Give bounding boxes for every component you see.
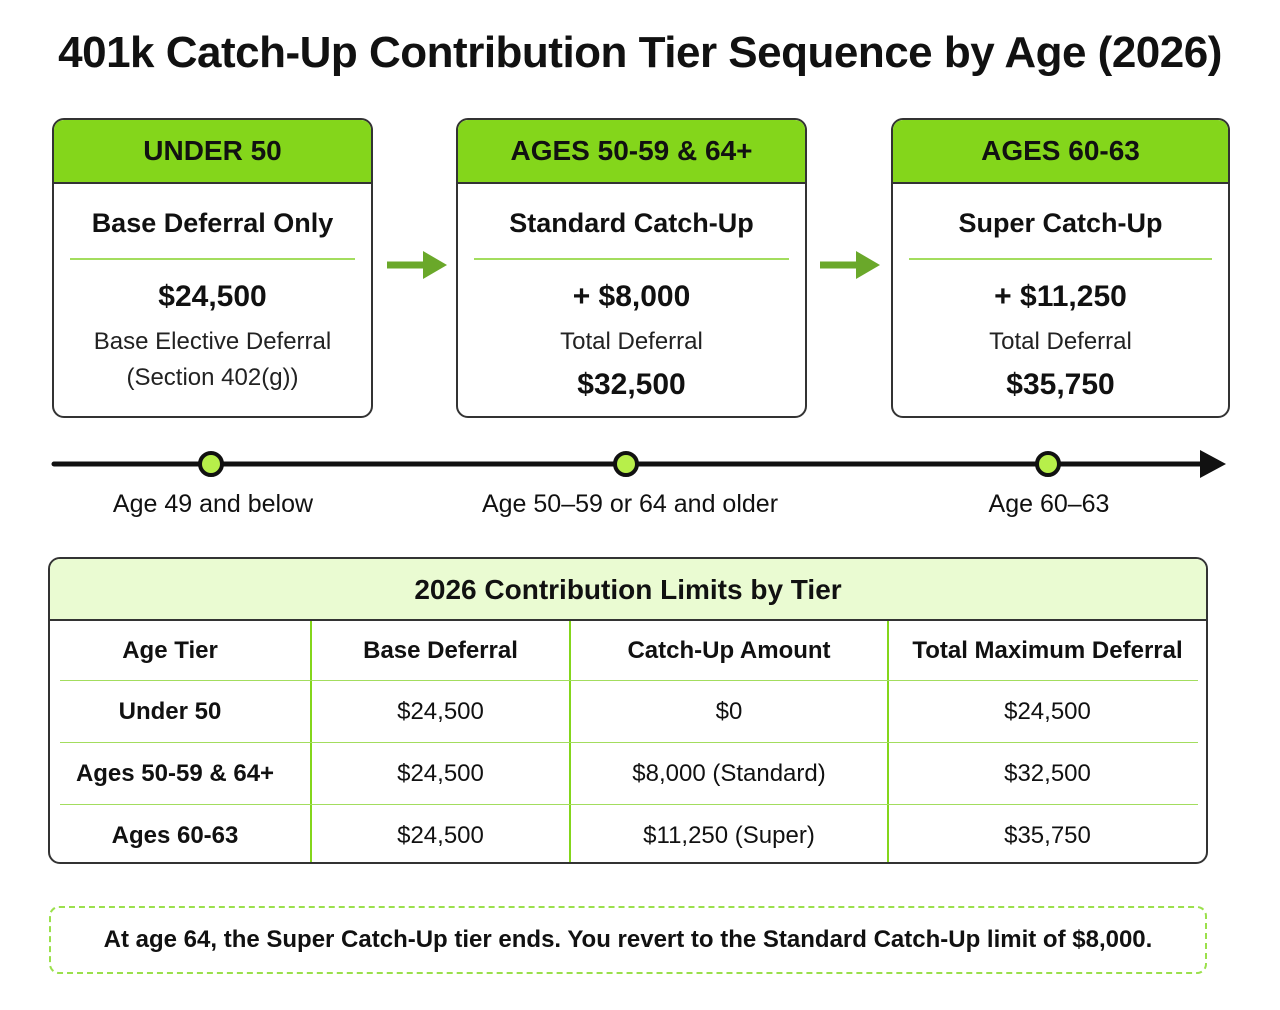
tier-card-amount: + $8,000 (572, 280, 691, 313)
tier-card-amount: + $11,250 (994, 280, 1127, 313)
right-arrow-icon (820, 251, 880, 279)
column-divider (569, 621, 571, 862)
timeline-marker (198, 451, 224, 477)
right-arrow-icon (387, 251, 447, 279)
column-divider (310, 621, 312, 862)
timeline-arrowhead (1200, 450, 1226, 478)
column-header: Catch-Up Amount (627, 637, 831, 664)
timeline-label: Age 49 and below (112, 490, 314, 518)
tier-card-caption: Total Deferral (989, 328, 1132, 355)
row-divider (60, 680, 1198, 681)
table-row: Ages 50-59 & 64+ $24,500 $8,000 (Standar… (50, 744, 1206, 804)
tier-card-subtitle: Base Deferral Only (91, 208, 334, 238)
table-cell: Under 50 (118, 698, 222, 725)
tier-card-caption-line: Base Elective Deferral (93, 328, 332, 355)
age-timeline (51, 450, 1226, 478)
table-cell: $24,500 (397, 822, 484, 849)
page-title: 401k Catch-Up Contribution Tier Sequence… (58, 28, 1222, 77)
timeline-marker (1035, 451, 1061, 477)
table-cell: $35,750 (1004, 822, 1091, 849)
table-row: Under 50 $24,500 $0 $24,500 (50, 682, 1206, 742)
timeline-label: Age 60–63 (988, 490, 1110, 518)
tier-card-under-50: UNDER 50 Base Deferral Only $24,500 Base… (52, 118, 373, 418)
timeline-marker (613, 451, 639, 477)
column-divider (887, 621, 889, 862)
table-cell: $32,500 (1004, 760, 1091, 787)
table-title: 2026 Contribution Limits by Tier (50, 559, 1206, 621)
row-divider (60, 742, 1198, 743)
table-cell: $24,500 (397, 698, 484, 725)
tier-card-total: $32,500 (577, 368, 686, 401)
tier-card-ages-50-59-64: AGES 50-59 & 64+ Standard Catch-Up + $8,… (456, 118, 807, 418)
tier-card-divider (474, 258, 789, 260)
column-header: Base Deferral (363, 637, 518, 664)
tier-card-ages-60-63: AGES 60-63 Super Catch-Up + $11,250 Tota… (891, 118, 1230, 418)
table-cell: $11,250 (Super) (643, 822, 815, 849)
table-body: Age Tier Base Deferral Catch-Up Amount T… (50, 621, 1206, 862)
table-cell: Ages 60-63 (111, 822, 239, 849)
tier-card-caption: Total Deferral (560, 328, 703, 355)
table-header-row: Age Tier Base Deferral Catch-Up Amount T… (50, 621, 1206, 681)
table-cell: $24,500 (1004, 698, 1091, 725)
contribution-limits-table: 2026 Contribution Limits by Tier Age Tie… (48, 557, 1208, 864)
row-divider (60, 804, 1198, 805)
tier-card-subtitle: Super Catch-Up (958, 208, 1163, 238)
tier-card-header: AGES 60-63 (893, 120, 1228, 184)
tier-card-amount: $24,500 (158, 280, 267, 313)
table-cell: Ages 50-59 & 64+ (75, 760, 275, 787)
tier-card-header: AGES 50-59 & 64+ (458, 120, 805, 184)
table-cell: $0 (715, 698, 743, 725)
column-header: Total Maximum Deferral (912, 637, 1183, 664)
tier-card-header: UNDER 50 (54, 120, 371, 184)
table-cell: $8,000 (Standard) (632, 760, 826, 787)
table-cell: $24,500 (397, 760, 484, 787)
tier-card-divider (70, 258, 355, 260)
column-header: Age Tier (122, 637, 218, 664)
tier-card-caption-line: (Section 402(g)) (126, 364, 299, 391)
tier-card-caption: Base Elective Deferral (Section 402(g)) (54, 324, 371, 396)
tier-card-subtitle: Standard Catch-Up (509, 208, 754, 238)
tier-card-divider (909, 258, 1212, 260)
table-row: Ages 60-63 $24,500 $11,250 (Super) $35,7… (50, 806, 1206, 862)
note-callout: At age 64, the Super Catch-Up tier ends.… (49, 906, 1207, 974)
timeline-label: Age 50–59 or 64 and older (481, 490, 779, 518)
tier-card-total: $35,750 (1006, 368, 1115, 401)
